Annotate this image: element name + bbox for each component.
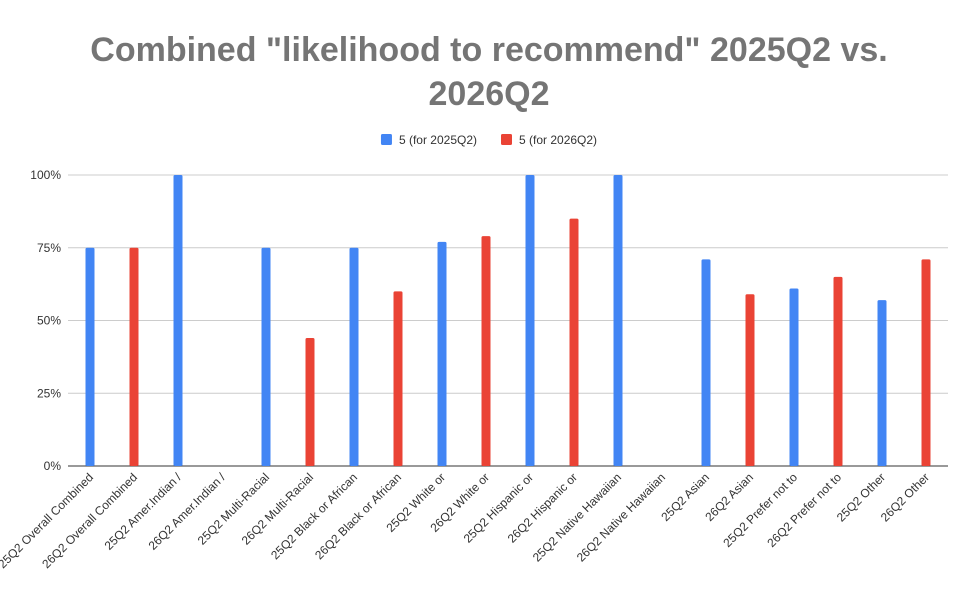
y-tick-label: 25% <box>37 386 61 400</box>
chart-title-line-2: 2026Q2 <box>428 75 550 113</box>
y-tick-label: 75% <box>37 241 61 255</box>
legend-label: 5 (for 2025Q2) <box>399 133 477 147</box>
bar <box>437 241 447 466</box>
y-tick-label: 0% <box>44 459 62 473</box>
legend: 5 (for 2025Q2) 5 (for 2026Q2) <box>380 133 597 147</box>
y-tick-label: 100% <box>30 168 61 182</box>
y-tick-label: 50% <box>37 314 61 328</box>
bar <box>349 247 359 466</box>
bar <box>833 276 843 466</box>
legend-item: 5 (for 2025Q2) <box>380 133 477 147</box>
x-tick-label: 25Q2 Amer.Indian / <box>102 470 185 553</box>
bar <box>613 175 623 466</box>
legend-item: 5 (for 2026Q2) <box>501 133 597 147</box>
bar <box>877 300 887 466</box>
bar <box>393 291 403 466</box>
chart-title-line-1: Combined "likelihood to recommend" 2025Q… <box>90 31 888 69</box>
x-tick-label: 26Q2 Prefer not to <box>764 470 844 550</box>
x-tick-label: 26Q2 Black or African <box>312 470 404 562</box>
chart-title: Combined "likelihood to recommend" 2025Q… <box>0 28 978 116</box>
legend-label: 5 (for 2026Q2) <box>519 133 597 147</box>
x-tick-label: 26Q2 Amer.Indian / <box>146 470 229 553</box>
x-tick-label: 25Q2 Black or African <box>268 470 360 562</box>
bars <box>85 175 931 466</box>
legend-swatch <box>380 134 392 145</box>
bar <box>85 247 95 466</box>
bar <box>173 175 183 466</box>
legend-swatch <box>501 134 512 145</box>
bar <box>481 236 491 466</box>
gridlines <box>68 174 948 467</box>
bar <box>261 247 271 466</box>
bar <box>745 294 755 466</box>
x-tick-label: 25Q2 Prefer not to <box>720 470 800 550</box>
bar <box>129 247 139 466</box>
x-tick-label: 26Q2 Native Hawaiian <box>574 470 668 564</box>
bar <box>921 259 931 466</box>
bar <box>569 218 579 466</box>
y-axis: 0% 25% 50% 75% 100% <box>30 168 61 473</box>
bar <box>789 288 799 466</box>
bar <box>305 337 315 466</box>
bar <box>525 175 535 466</box>
bar <box>701 259 711 466</box>
